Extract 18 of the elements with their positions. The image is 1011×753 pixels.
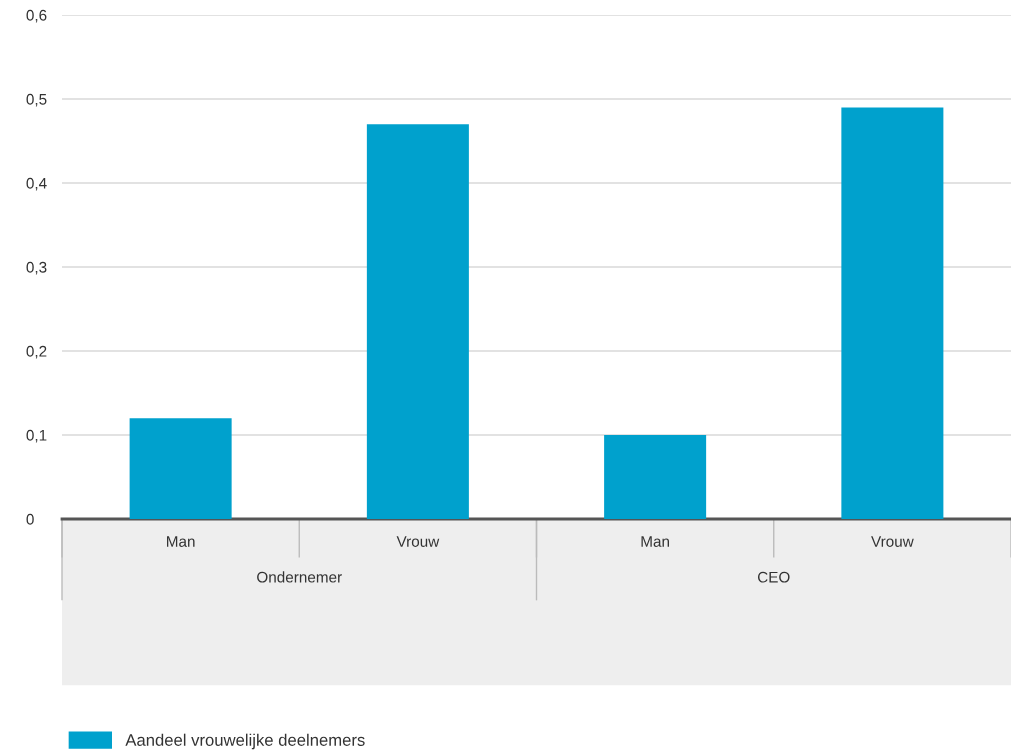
legend-label: Aandeel vrouwelijke deelnemers bbox=[125, 733, 365, 750]
text: CEO bbox=[757, 571, 790, 583]
bar bbox=[366, 124, 469, 519]
y-tick-label: 0,5 bbox=[26, 93, 47, 107]
y-tick-label: 0,1 bbox=[26, 429, 47, 443]
y-tick-label: 0,3 bbox=[26, 261, 47, 275]
bar bbox=[129, 418, 232, 519]
x-tick-label: Man bbox=[167, 536, 195, 547]
x-tick-label: Vrouw bbox=[396, 536, 440, 547]
y-tick-label: 0 bbox=[26, 513, 34, 525]
text: Ondernemer bbox=[257, 571, 342, 583]
bar bbox=[841, 107, 944, 519]
y-tick-label: 0,4 bbox=[26, 177, 47, 191]
x-tick-label: Vrouw bbox=[871, 536, 914, 547]
x-tick-label: Man bbox=[641, 536, 669, 547]
y-tick-label: 0,6 bbox=[26, 9, 47, 23]
y-tick-label: 0,2 bbox=[26, 345, 47, 359]
bar bbox=[604, 435, 707, 519]
